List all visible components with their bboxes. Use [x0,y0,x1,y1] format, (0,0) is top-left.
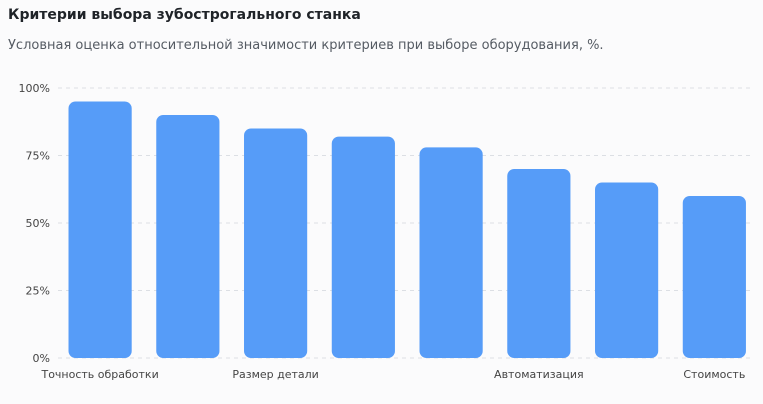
x-tick-label: Размер детали [232,368,318,381]
x-axis: Точность обработки Размер детали Автоматиз… [40,368,745,381]
bar[interactable] [68,101,132,359]
bar[interactable] [419,147,483,358]
y-tick-label: 50% [26,217,50,230]
chart-subtitle: Условная оценка относительной значимости… [8,38,604,53]
bar[interactable] [595,182,659,359]
y-tick-label: 25% [26,285,50,298]
bar[interactable] [507,169,571,358]
chart-title: Критерии выбора зубострогального станка [8,7,361,23]
y-tick-label: 75% [26,150,50,163]
x-tick-label: Стоимость [683,368,745,381]
bar[interactable] [331,136,395,358]
bar[interactable] [682,196,746,358]
x-tick-label: Автоматизация [494,368,584,381]
bar[interactable] [244,128,308,359]
x-tick-label: Точность обработки [40,368,158,381]
y-tick-label: 0% [33,352,50,365]
y-tick-label: 100% [19,82,50,95]
bars [68,101,746,359]
y-axis: 0% 25% 50% 75% 100% [19,82,50,365]
bar[interactable] [156,115,220,358]
